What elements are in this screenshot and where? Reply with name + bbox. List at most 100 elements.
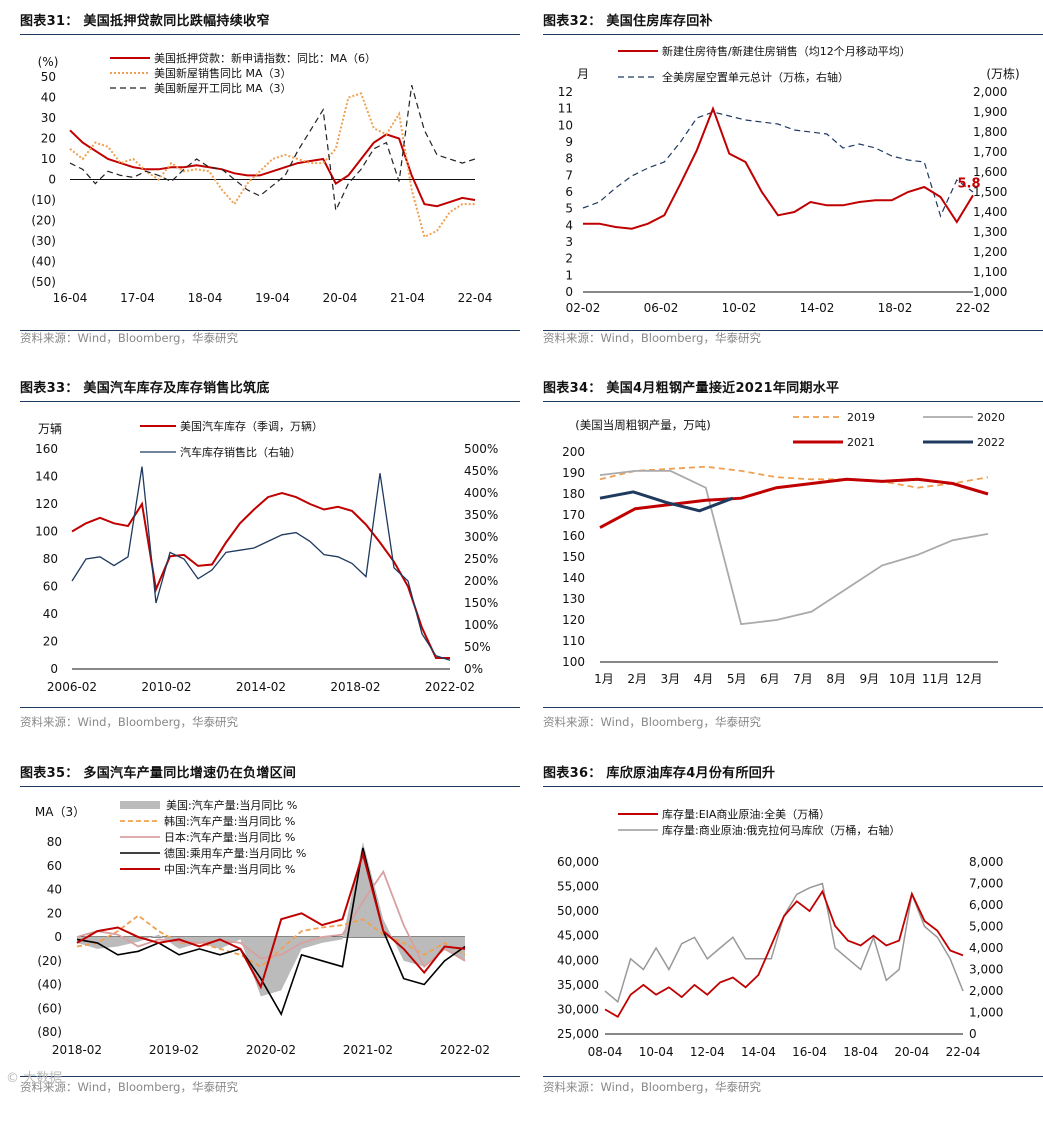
y-tick-right: 1,200 bbox=[973, 245, 1007, 259]
y-tick: (20) bbox=[31, 214, 56, 228]
x-tick: 14-02 bbox=[800, 301, 835, 315]
x-tick: 2022-02 bbox=[440, 1043, 490, 1057]
legend-item: 中国:汽车产量:当月同比 % bbox=[164, 862, 295, 876]
y-tick-left: 0 bbox=[565, 285, 573, 299]
y-tick-left: 80 bbox=[43, 552, 58, 566]
legend-item: 美国:汽车产量:当月同比 % bbox=[166, 798, 297, 812]
x-tick: 6月 bbox=[760, 672, 780, 686]
y-tick-left: 120 bbox=[35, 497, 58, 511]
chart-32-svg: 月 (万栋)12111098765432102,0001,9001,8001,70… bbox=[558, 44, 1020, 315]
y-tick-left: 45,000 bbox=[557, 929, 599, 943]
y-tick: (30) bbox=[31, 234, 56, 248]
y-tick: (50) bbox=[31, 275, 56, 289]
source-note: 资料来源：Wind，Bloomberg，华泰研究 bbox=[20, 1080, 238, 1094]
title-rule bbox=[20, 401, 520, 402]
series-line-2021 bbox=[599, 477, 989, 529]
y-tick-left: 40,000 bbox=[557, 953, 599, 967]
y-tick-left: 140 bbox=[35, 470, 58, 484]
y-tick: 40 bbox=[41, 91, 56, 105]
unit-label: (美国当周粗钢产量，万吨) bbox=[575, 418, 710, 432]
y-tick-left: 60,000 bbox=[557, 855, 599, 869]
x-tick: 16-04 bbox=[792, 1045, 827, 1059]
series-months-supply bbox=[583, 105, 974, 230]
y-tick-right: 1,100 bbox=[973, 265, 1007, 279]
series-line-0 bbox=[69, 129, 476, 208]
series-line-4 bbox=[76, 850, 466, 990]
y-tick-left: 160 bbox=[35, 442, 58, 456]
y-tick-left: 4 bbox=[565, 218, 573, 232]
x-tick: 2月 bbox=[627, 672, 647, 686]
legend-item: 库存量:EIA商业原油:全美（万桶） bbox=[662, 807, 830, 821]
y-tick-right: 2,000 bbox=[973, 85, 1007, 99]
x-tick: 7月 bbox=[793, 672, 813, 686]
x-tick: 02-02 bbox=[566, 301, 601, 315]
y-tick-left: 60 bbox=[43, 580, 58, 594]
y-tick-right: 150% bbox=[464, 596, 498, 610]
y-tick: 170 bbox=[562, 508, 585, 522]
left-unit: 万辆 bbox=[38, 422, 62, 436]
y-tick: 40 bbox=[47, 883, 62, 897]
y-tick-left: 100 bbox=[35, 525, 58, 539]
source-note: 资料来源：Wind，Bloomberg，华泰研究 bbox=[20, 715, 238, 729]
x-tick: 06-02 bbox=[644, 301, 679, 315]
series-line-2 bbox=[69, 85, 476, 213]
y-tick: 0 bbox=[54, 930, 62, 944]
x-tick: 20-04 bbox=[894, 1045, 929, 1059]
x-tick: 1月 bbox=[594, 672, 614, 686]
legend-item: 全美房屋空置单元总计（万栋，右轴） bbox=[662, 70, 849, 84]
y-tick-right: 50% bbox=[464, 640, 491, 654]
chart-panel-35: 图表35： 多国汽车产量同比增速仍在负增区间 MA（3） 80 60 40 20 0 (20… bbox=[6, 762, 520, 1122]
x-tick: 18-04 bbox=[843, 1045, 878, 1059]
x-tick: 16-04 bbox=[53, 291, 88, 305]
y-tick-right: 6,000 bbox=[969, 898, 1003, 912]
legend-item: 2022 bbox=[977, 436, 1005, 449]
legend-item: 美国汽车库存（季调，万辆） bbox=[180, 419, 323, 433]
y-tick: 100 bbox=[562, 655, 585, 669]
y-tick: 20 bbox=[47, 906, 62, 920]
y-tick: 160 bbox=[562, 529, 585, 543]
legend-item: 汽车库存销售比（右轴） bbox=[180, 445, 301, 459]
x-tick: 17-04 bbox=[120, 291, 155, 305]
legend-item: 新建住房待售/新建住房销售（均12个月移动平均） bbox=[662, 44, 911, 58]
y-tick: (40) bbox=[31, 255, 56, 269]
y-tick-right: 300% bbox=[464, 530, 498, 544]
x-tick: 2022-02 bbox=[425, 680, 475, 694]
y-tick: 50 bbox=[41, 70, 56, 84]
x-tick: 10月 bbox=[889, 672, 916, 686]
chart-title: 图表35： 多国汽车产量同比增速仍在负增区间 bbox=[20, 766, 297, 781]
legend-item: 德国:乘用车产量:当月同比 % bbox=[164, 846, 306, 860]
legend-item: 2019 bbox=[847, 411, 875, 424]
chart-35-svg: MA（3） 80 60 40 20 0 (20) (40) (60) (80) 2018-02 201… bbox=[35, 798, 490, 1057]
y-tick-left: 40 bbox=[43, 607, 58, 621]
y-tick: 30 bbox=[41, 111, 56, 125]
x-tick: 12月 bbox=[955, 672, 982, 686]
chart-title: 图表32： 美国住房库存回补 bbox=[543, 14, 713, 29]
y-tick-right: 4,000 bbox=[969, 941, 1003, 955]
y-tick: 110 bbox=[562, 634, 585, 648]
x-tick: 8月 bbox=[826, 672, 846, 686]
legend-item-swatch bbox=[120, 801, 160, 809]
bottom-rule bbox=[543, 707, 1043, 708]
source-note: 资料来源：Wind，Bloomberg，华泰研究 bbox=[543, 715, 761, 729]
series-line-2019 bbox=[599, 465, 989, 489]
y-tick-right: 1,900 bbox=[973, 105, 1007, 119]
x-tick: 3月 bbox=[661, 672, 681, 686]
x-tick: 20-04 bbox=[323, 291, 358, 305]
chart-title: 图表33： 美国汽车库存及库存销售比筑底 bbox=[20, 381, 270, 396]
x-tick: 5月 bbox=[727, 672, 747, 686]
legend-item: 2020 bbox=[977, 411, 1005, 424]
source-note: 资料来源：Wind，Bloomberg，华泰研究 bbox=[20, 331, 238, 345]
y-tick-left: 10 bbox=[558, 118, 573, 132]
y-tick-right: 1,800 bbox=[973, 125, 1007, 139]
x-tick: 2018-02 bbox=[52, 1043, 102, 1057]
x-tick: 18-02 bbox=[878, 301, 913, 315]
y-tick-right: 250% bbox=[464, 552, 498, 566]
y-tick: 140 bbox=[562, 571, 585, 585]
x-tick: 08-04 bbox=[588, 1045, 623, 1059]
series-vacant-units bbox=[582, 111, 974, 218]
unit-label: MA（3） bbox=[35, 805, 85, 819]
y-tick-left: 7 bbox=[565, 168, 573, 182]
y-tick-left: 0 bbox=[50, 662, 58, 676]
x-tick: 22-04 bbox=[458, 291, 493, 305]
legend-item: 韩国:汽车产量:当月同比 % bbox=[164, 814, 295, 828]
